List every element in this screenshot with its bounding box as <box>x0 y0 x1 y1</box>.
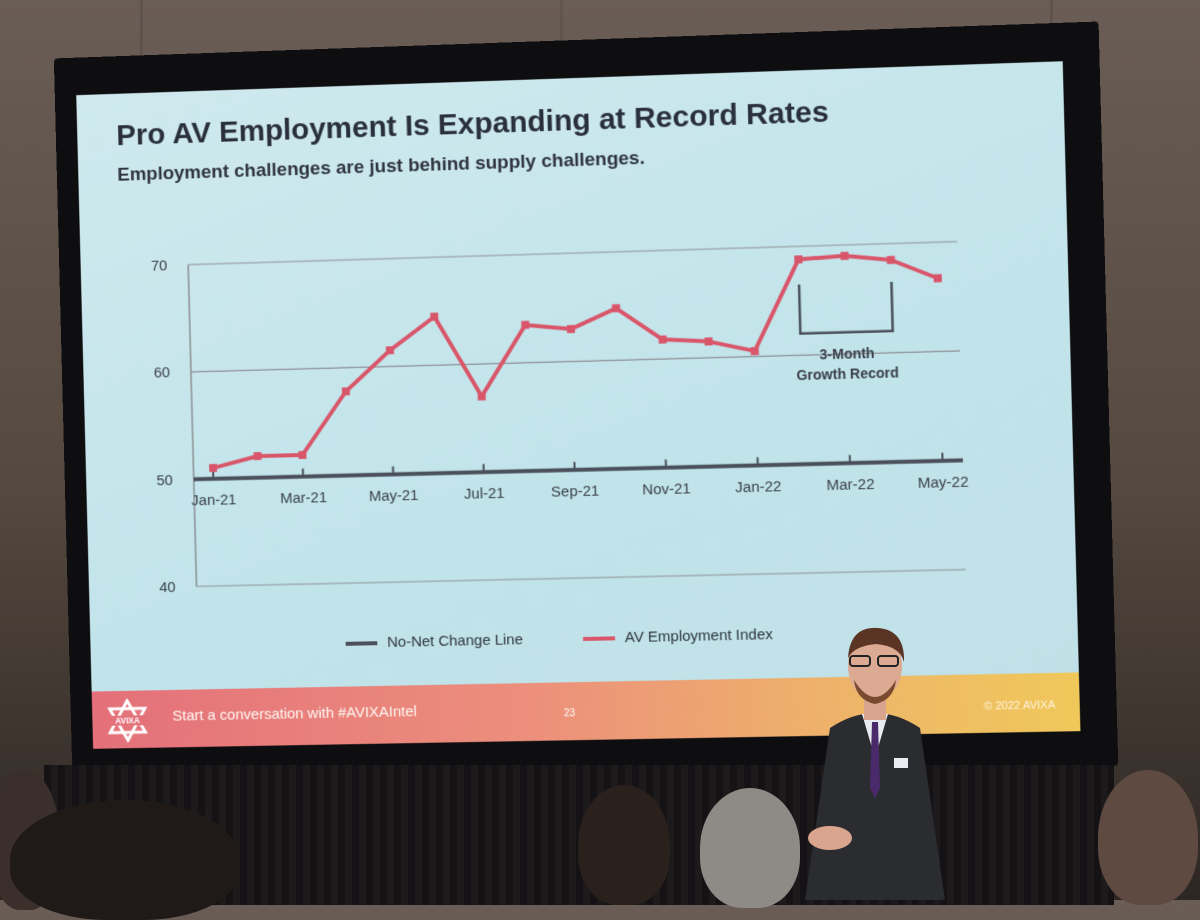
audience-member-2 <box>10 800 240 920</box>
audience-member-5 <box>1098 770 1198 905</box>
data-point-av-employment-index <box>704 337 712 345</box>
data-point-av-employment-index <box>521 321 529 329</box>
avixa-logo: AVIXA <box>106 698 150 742</box>
data-point-av-employment-index <box>840 252 848 260</box>
y-tick-label: 50 <box>156 473 173 489</box>
x-tick-label: Jan-22 <box>735 479 782 496</box>
presenter <box>790 618 960 900</box>
avixa-logo-text: AVIXA <box>115 716 140 726</box>
legend-swatch-no-net-change <box>346 641 378 646</box>
data-point-av-employment-index <box>612 304 620 312</box>
footer-copyright: © 2022 AVIXA <box>984 699 1055 712</box>
legend-item-no-net-change: No-Net Change Line <box>345 631 523 652</box>
legend-label-av-employment-index: AV Employment Index <box>625 626 773 646</box>
x-tick-label: Jan-21 <box>191 492 236 509</box>
data-point-av-employment-index <box>751 347 759 355</box>
data-point-av-employment-index <box>298 451 306 459</box>
annotation-label-line2: Growth Record <box>796 364 899 383</box>
x-tick-label: Jul-21 <box>464 485 505 502</box>
y-tick-label: 70 <box>151 258 168 274</box>
x-tick-label: Mar-22 <box>826 476 874 493</box>
legend-swatch-av-employment-index <box>583 636 615 641</box>
y-tick-label: 60 <box>154 365 171 381</box>
y-reference-line <box>197 570 966 587</box>
x-tick-label: Mar-21 <box>280 490 327 507</box>
x-tick-label: Nov-21 <box>642 481 691 498</box>
data-point-av-employment-index <box>934 274 942 282</box>
data-point-av-employment-index <box>659 335 667 343</box>
data-point-av-employment-index <box>209 464 217 472</box>
audience-member-3 <box>578 785 670 905</box>
legend-label-no-net-change: No-Net Change Line <box>387 631 523 651</box>
y-axis-line <box>188 265 196 587</box>
data-point-av-employment-index <box>478 392 486 400</box>
x-tick-label: May-21 <box>369 488 419 505</box>
page-number: 23 <box>564 708 575 719</box>
footer-hashtag: Start a conversation with #AVIXAIntel <box>172 703 417 724</box>
x-tick-label: Sep-21 <box>551 483 600 500</box>
data-point-av-employment-index <box>342 387 350 395</box>
annotation-label-line1: 3-Month <box>819 344 874 362</box>
y-tick-label: 40 <box>159 580 176 596</box>
audience-member-4 <box>700 788 800 908</box>
data-point-av-employment-index <box>887 256 895 264</box>
data-point-av-employment-index <box>567 325 575 333</box>
annotation-bracket <box>799 282 893 334</box>
x-tick-label: May-22 <box>918 474 969 491</box>
data-point-av-employment-index <box>386 346 394 354</box>
data-point-av-employment-index <box>794 255 802 263</box>
data-point-av-employment-index <box>254 452 262 460</box>
data-point-av-employment-index <box>430 313 438 321</box>
